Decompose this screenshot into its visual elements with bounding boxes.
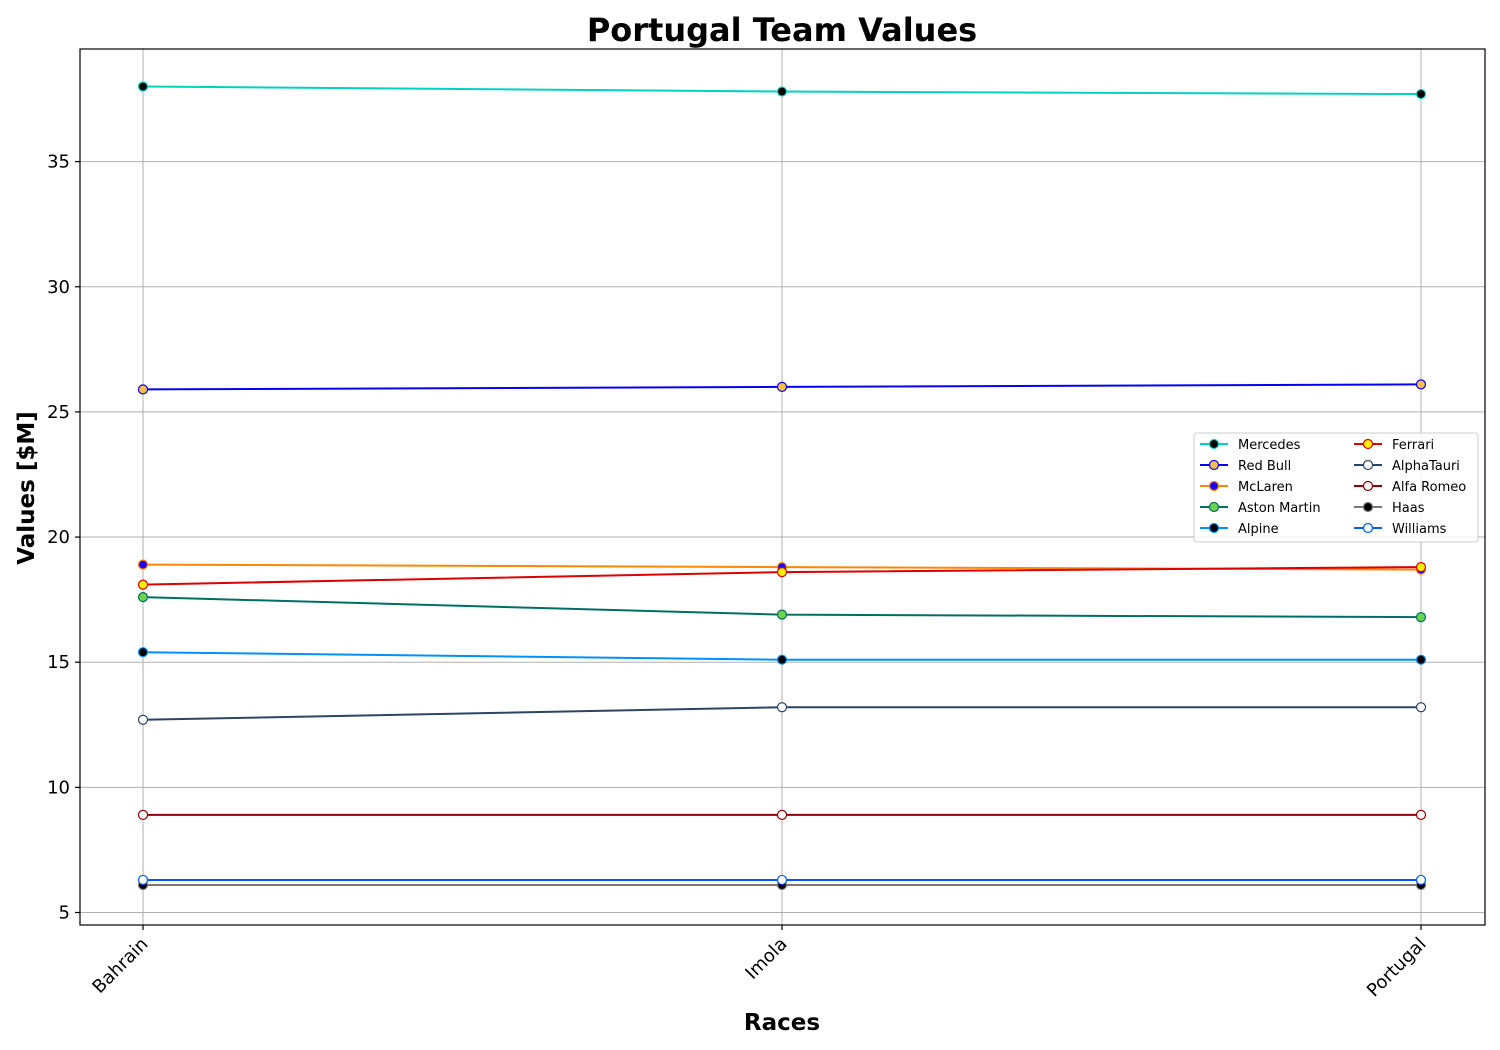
x-tick-label: Portugal: [1363, 934, 1431, 1002]
data-point: [137, 579, 149, 590]
data-point: [776, 381, 788, 392]
data-point: [776, 702, 788, 713]
data-point: [1415, 702, 1427, 713]
series-red-bull: [137, 379, 1427, 395]
series-alfa-romeo: [137, 809, 1427, 820]
y-tick-label: 30: [47, 277, 70, 298]
legend-item: Red Bull: [1200, 459, 1291, 474]
legend-label: Haas: [1392, 501, 1425, 516]
legend-label: Ferrari: [1392, 438, 1434, 453]
data-point: [1415, 88, 1427, 100]
legend-item: AlphaTauri: [1354, 459, 1460, 474]
series-lines: [137, 81, 1427, 891]
legend-marker: [1208, 522, 1220, 534]
legend-marker: [1362, 438, 1374, 450]
legend-item: McLaren: [1200, 480, 1293, 495]
legend-box: [1193, 432, 1479, 543]
x-axis-label: Races: [744, 1010, 820, 1036]
legend-label: Mercedes: [1238, 438, 1301, 453]
data-point: [776, 86, 788, 97]
series-alphatauri: [137, 702, 1427, 725]
data-point: [1415, 379, 1427, 390]
legend-item: Haas: [1354, 501, 1425, 516]
data-point: [1415, 809, 1427, 820]
y-tick-label: 15: [47, 652, 70, 673]
y-tick-label: 5: [59, 902, 70, 923]
legend-item: Alfa Romeo: [1354, 480, 1466, 495]
data-point: [1415, 654, 1427, 665]
legend-marker: [1208, 459, 1220, 471]
grid-lines: [80, 49, 1485, 925]
y-tick-label: 20: [47, 527, 70, 548]
legend-marker: [1362, 522, 1374, 534]
legend-marker: [1208, 438, 1220, 450]
legend-marker: [1362, 501, 1374, 513]
y-axis-ticks: 5 10 15 20 25 30 35: [47, 152, 80, 923]
legend-item: Mercedes: [1200, 438, 1301, 453]
legend: Mercedes Red Bull McLaren Aston Martin Alpin…: [1193, 432, 1479, 543]
data-point: [137, 81, 149, 92]
y-tick-label: 25: [47, 402, 70, 423]
series-alpine: [137, 647, 1427, 665]
series-mercedes: [137, 81, 1427, 100]
data-point: [776, 654, 788, 665]
legend-item: Williams: [1354, 522, 1447, 537]
data-point: [137, 809, 149, 820]
x-tick-label: Bahrain: [88, 934, 152, 998]
legend-label: Red Bull: [1238, 459, 1291, 474]
data-point: [137, 559, 149, 570]
x-tick-label: Imola: [741, 934, 791, 984]
legend-item: Alpine: [1200, 522, 1279, 537]
data-point: [137, 647, 149, 658]
legend-marker: [1208, 501, 1220, 513]
data-point: [776, 566, 788, 578]
legend-label: AlphaTauri: [1392, 459, 1460, 474]
legend-marker: [1208, 480, 1220, 492]
y-tick-label: 10: [47, 777, 70, 798]
legend-marker: [1362, 480, 1374, 492]
data-point: [137, 384, 149, 395]
data-point: [776, 809, 788, 820]
y-tick-label: 35: [47, 152, 70, 173]
chart-title: Portugal Team Values: [587, 11, 977, 49]
data-point: [137, 874, 149, 886]
data-point: [137, 592, 149, 603]
x-axis-ticks: Bahrain Imola Portugal: [88, 925, 1431, 1002]
legend-marker: [1362, 459, 1374, 471]
series-ferrari: [137, 561, 1427, 590]
legend-item: Ferrari: [1354, 438, 1434, 453]
legend-label: Alfa Romeo: [1392, 480, 1466, 495]
legend-label: Williams: [1392, 522, 1447, 537]
legend-label: Alpine: [1238, 522, 1279, 537]
data-point: [137, 714, 149, 725]
y-axis-label: Values [$M]: [14, 411, 40, 565]
series-aston-martin: [137, 592, 1427, 623]
legend-label: Aston Martin: [1238, 501, 1321, 516]
data-point: [1415, 874, 1427, 886]
legend-item: Aston Martin: [1200, 501, 1321, 516]
data-point: [1415, 561, 1427, 573]
data-point: [1415, 612, 1427, 623]
data-point: [776, 874, 788, 886]
data-point: [776, 609, 788, 620]
legend-label: McLaren: [1238, 480, 1293, 495]
series-williams: [137, 874, 1427, 886]
